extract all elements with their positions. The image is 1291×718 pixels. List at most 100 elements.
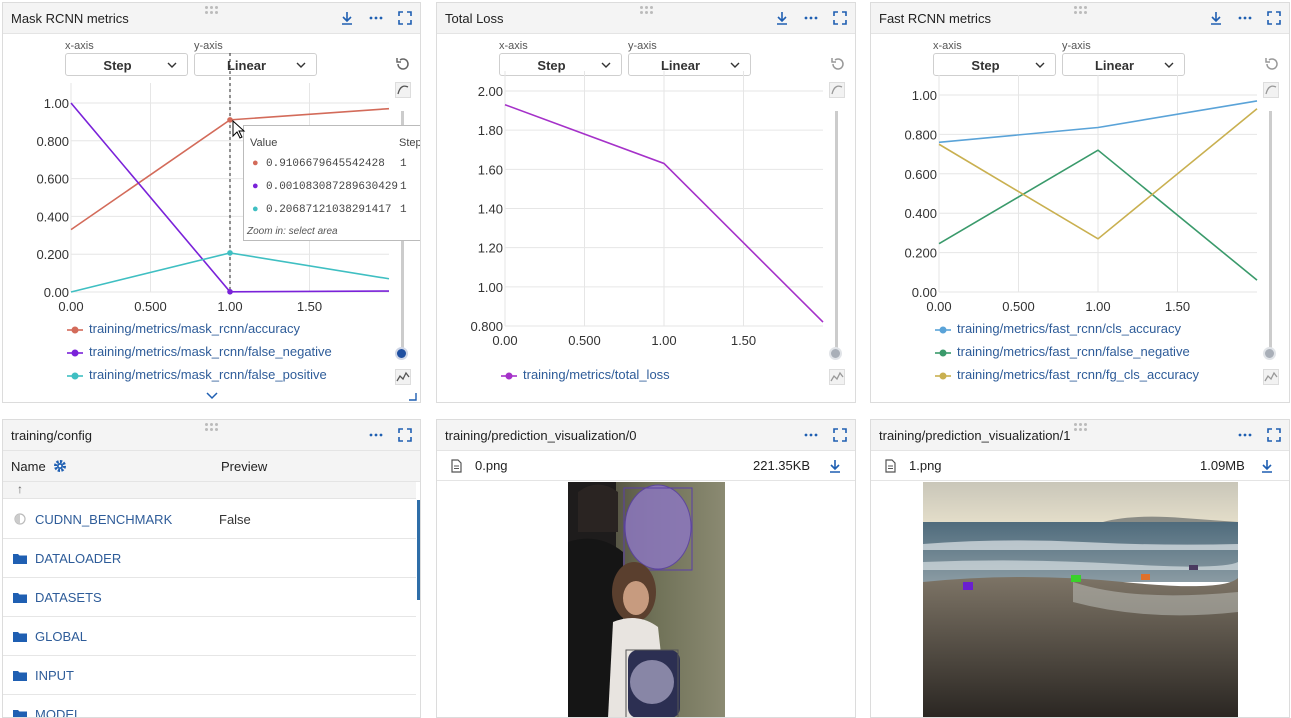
smoothing-slider-handle[interactable]: [829, 347, 842, 360]
panel-header: training/config: [3, 420, 420, 451]
more-options-icon[interactable]: [1237, 427, 1253, 443]
series-line[interactable]: [504, 103, 824, 323]
expand-chevron-icon[interactable]: [206, 392, 218, 400]
more-options-icon[interactable]: [368, 427, 384, 443]
y-tick-label: 0.00: [912, 285, 937, 300]
panel-header: Fast RCNN metrics: [871, 3, 1289, 34]
table-row[interactable]: INPUT: [3, 656, 416, 695]
x-tick-label: 0.00: [926, 299, 951, 314]
tooltip-row: ● 0.9106679645542428 1: [252, 158, 407, 170]
fullscreen-icon[interactable]: [1266, 10, 1282, 26]
download-icon[interactable]: [774, 10, 790, 26]
prediction-viz-1-panel: training/prediction_visualization/1 1.pn…: [870, 419, 1290, 718]
chevron-down-icon: [601, 62, 611, 68]
panel-title: training/prediction_visualization/1: [879, 428, 1071, 443]
tooltip-step-header: Step: [399, 137, 421, 149]
fast-rcnn-chart[interactable]: 0.00 0.500 1.00 1.50 0.00 0.200 0.400 0.600 0.80…: [871, 3, 1290, 323]
tooltip-row: ● 0.001083087289630429 1: [252, 181, 407, 193]
y-tick-label: 1.60: [478, 162, 503, 177]
drag-handle-icon[interactable]: [1074, 423, 1088, 433]
x-axis-select[interactable]: Step: [933, 53, 1056, 76]
y-tick-label: 0.800: [904, 127, 937, 142]
y-axis-select[interactable]: Linear: [1062, 53, 1185, 76]
y-tick-label: 1.00: [478, 280, 503, 295]
gear-icon[interactable]: [53, 459, 67, 473]
y-tick-label: 0.200: [36, 247, 69, 262]
download-icon[interactable]: [1208, 10, 1224, 26]
chart-type-icon[interactable]: [395, 369, 411, 385]
series-line[interactable]: [938, 149, 1258, 281]
series-line[interactable]: [938, 100, 1258, 144]
resize-handle-icon[interactable]: [409, 393, 417, 401]
download-icon[interactable]: [1259, 458, 1275, 474]
x-tick-label: 1.50: [731, 333, 756, 348]
table-row[interactable]: GLOBAL: [3, 617, 416, 656]
fullscreen-icon[interactable]: [397, 427, 413, 443]
panel-title: training/config: [11, 428, 92, 443]
y-tick-label: 0.600: [904, 167, 937, 182]
x-axis-select[interactable]: Step: [65, 53, 188, 76]
smoothing-icon[interactable]: [395, 82, 411, 98]
reset-icon[interactable]: [1264, 56, 1280, 72]
fullscreen-icon[interactable]: [832, 10, 848, 26]
chevron-down-icon: [1164, 62, 1174, 68]
table-header: Name Preview: [3, 451, 420, 482]
name-column-header[interactable]: Name: [11, 459, 46, 474]
file-size: 1.09MB: [1200, 458, 1245, 473]
reset-icon[interactable]: [395, 56, 411, 72]
smoothing-slider[interactable]: [1269, 111, 1272, 351]
more-options-icon[interactable]: [368, 10, 384, 26]
series-line[interactable]: [938, 108, 1258, 240]
smoothing-icon[interactable]: [1263, 82, 1279, 98]
table-row[interactable]: DATALOADER: [3, 539, 416, 578]
download-icon[interactable]: [827, 458, 843, 474]
x-tick-label: 0.500: [1002, 299, 1035, 314]
y-tick-label: 1.80: [478, 123, 503, 138]
smoothing-icon[interactable]: [829, 82, 845, 98]
up-arrow-icon: ↑: [17, 482, 23, 496]
table-row[interactable]: MODEL: [3, 695, 416, 717]
row-name: INPUT: [35, 668, 74, 683]
more-options-icon[interactable]: [803, 427, 819, 443]
table-row[interactable]: DATASETS: [3, 578, 416, 617]
mouse-cursor-icon: [232, 120, 246, 139]
more-options-icon[interactable]: [1237, 10, 1253, 26]
y-tick-label: 0.00: [44, 285, 69, 300]
series-dot-icon: ●: [252, 181, 259, 193]
up-level-row[interactable]: ↑: [3, 482, 416, 499]
row-name: GLOBAL: [35, 629, 88, 644]
chart-type-icon[interactable]: [1263, 369, 1279, 385]
y-axis-select[interactable]: Linear: [194, 53, 317, 76]
row-name: DATASETS: [35, 590, 102, 605]
x-axis-select[interactable]: Step: [499, 53, 622, 76]
smoothing-slider-handle[interactable]: [1263, 347, 1276, 360]
row-preview: False: [219, 512, 251, 527]
fullscreen-icon[interactable]: [397, 10, 413, 26]
drag-handle-icon[interactable]: [205, 6, 219, 16]
legend-marker-icon: [67, 349, 83, 357]
prediction-viz-0-panel: training/prediction_visualization/0 0.pn…: [436, 419, 856, 718]
legend-label: training/metrics/fast_rcnn/fg_cls_accura…: [957, 367, 1200, 382]
mask-rcnn-chart[interactable]: 0.00 0.500 1.00 1.50 0.00 0.200 0.400 0.600 0.80…: [3, 3, 421, 323]
smoothing-slider[interactable]: [835, 111, 838, 351]
legend-marker-icon: [935, 349, 951, 357]
panel-header: Mask RCNN metrics: [3, 3, 420, 34]
drag-handle-icon[interactable]: [205, 423, 219, 433]
more-options-icon[interactable]: [803, 10, 819, 26]
y-tick-label: 0.400: [904, 206, 937, 221]
row-name: DATALOADER: [35, 551, 122, 566]
y-axis-select[interactable]: Linear: [628, 53, 751, 76]
smoothing-slider-handle[interactable]: [395, 347, 408, 360]
x-tick-label: 0.500: [568, 333, 601, 348]
table-row[interactable]: CUDNN_BENCHMARK False: [3, 500, 416, 539]
total-loss-chart[interactable]: 0.00 0.500 1.00 1.50 0.800 1.00 1.20 1.40 1.60 1.…: [437, 3, 856, 368]
scrollbar[interactable]: [417, 500, 420, 600]
fullscreen-icon[interactable]: [832, 427, 848, 443]
download-icon[interactable]: [339, 10, 355, 26]
reset-icon[interactable]: [830, 56, 846, 72]
drag-handle-icon[interactable]: [640, 6, 654, 16]
legend-marker-icon: [67, 326, 83, 334]
fullscreen-icon[interactable]: [1266, 427, 1282, 443]
drag-handle-icon[interactable]: [1074, 6, 1088, 16]
chart-type-icon[interactable]: [829, 369, 845, 385]
